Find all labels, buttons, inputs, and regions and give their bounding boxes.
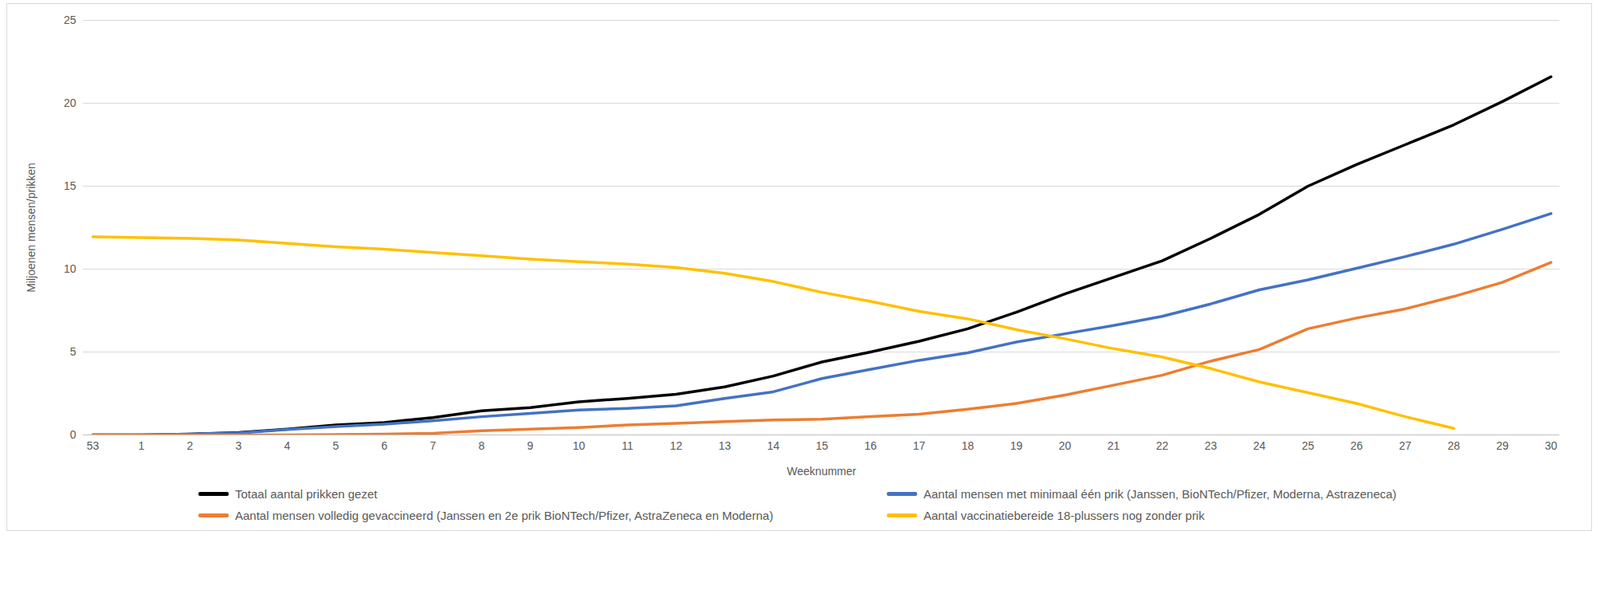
svg-text:27: 27 <box>1399 439 1412 452</box>
svg-text:Miljoenen mensen/prikken: Miljoenen mensen/prikken <box>24 162 38 293</box>
svg-text:11: 11 <box>621 439 634 452</box>
svg-text:28: 28 <box>1447 439 1461 452</box>
svg-text:15: 15 <box>815 439 829 452</box>
svg-text:17: 17 <box>913 439 926 452</box>
html-text:Totaal aantal prikken gezet: Totaal aantal prikken gezet <box>235 486 378 501</box>
html-text:Aantal mensen met minimaal één: Aantal mensen met minimaal één prik (Jan… <box>923 486 1397 501</box>
svg-text:5: 5 <box>70 345 77 358</box>
svg-text:2: 2 <box>187 439 194 452</box>
svg-text:14: 14 <box>767 439 781 452</box>
svg-text:20: 20 <box>1058 439 1072 452</box>
svg-text:18: 18 <box>961 439 975 452</box>
html-text:Aantal mensen volledig gevacci: Aantal mensen volledig gevaccineerd (Jan… <box>235 508 774 522</box>
svg-text:25: 25 <box>1301 439 1315 452</box>
svg-text:25: 25 <box>63 13 77 27</box>
svg-text:16: 16 <box>864 439 878 452</box>
svg-text:15: 15 <box>63 179 77 193</box>
svg-text:23: 23 <box>1204 439 1218 452</box>
svg-text:53: 53 <box>86 439 100 452</box>
svg-text:6: 6 <box>381 439 389 452</box>
svg-text:10: 10 <box>63 262 77 275</box>
svg-text:1: 1 <box>138 439 146 452</box>
svg-text:24: 24 <box>1253 439 1267 452</box>
svg-text:3: 3 <box>235 439 243 452</box>
svg-text:29: 29 <box>1496 439 1510 452</box>
svg-text:20: 20 <box>63 96 77 110</box>
svg-text:9: 9 <box>527 439 534 452</box>
svg-text:21: 21 <box>1107 439 1121 452</box>
svg-text:13: 13 <box>718 439 732 452</box>
svg-text:30: 30 <box>1545 439 1558 452</box>
svg-text:10: 10 <box>572 439 586 452</box>
svg-text:7: 7 <box>430 439 437 452</box>
svg-text:19: 19 <box>1010 439 1024 452</box>
svg-text:12: 12 <box>670 439 683 452</box>
svg-text:26: 26 <box>1350 439 1364 452</box>
svg-text:0: 0 <box>70 427 77 441</box>
svg-text:4: 4 <box>284 439 291 452</box>
svg-text:5: 5 <box>333 439 340 452</box>
svg-text:22: 22 <box>1156 439 1169 452</box>
html-text:Aantal vaccinatiebereide 18-pl: Aantal vaccinatiebereide 18-plussers nog… <box>923 508 1205 522</box>
svg-text:Weeknummer: Weeknummer <box>787 464 857 478</box>
svg-text:8: 8 <box>478 439 486 452</box>
